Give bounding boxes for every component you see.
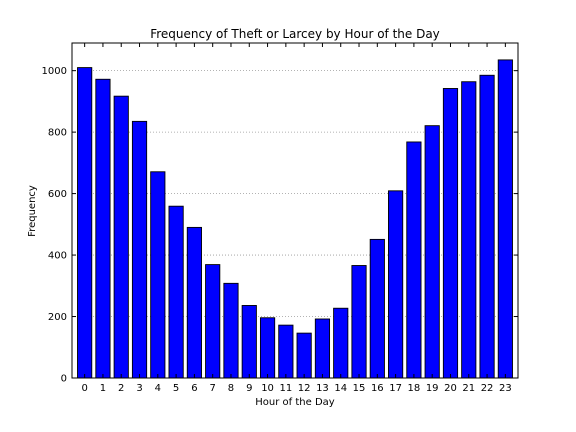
y-tick-label: 800 — [48, 128, 67, 139]
x-tick-label: 9 — [246, 383, 252, 394]
x-tick-label: 22 — [481, 383, 494, 394]
x-tick-label: 10 — [261, 383, 274, 394]
bar — [369, 238, 385, 379]
x-tick-label: 13 — [316, 383, 329, 394]
bar — [205, 264, 221, 379]
bar — [296, 332, 312, 379]
y-tick-label: 0 — [61, 374, 67, 385]
bar — [168, 205, 184, 379]
y-axis-ticks: 0 200 400 600 800 1000 — [42, 66, 518, 385]
x-axis-ticks: 0 1 2 3 4 5 6 7 8 9 10 11 12 13 14 15 16 17 18 19 20 21 22 23 — [81, 43, 512, 394]
x-axis-label: Hour of the Day — [255, 397, 335, 408]
y-axis-label: Frequency — [27, 185, 38, 237]
x-tick-label: 6 — [191, 383, 197, 394]
x-tick-label: 8 — [228, 383, 234, 394]
bar — [186, 226, 202, 379]
x-tick-label: 11 — [279, 383, 292, 394]
x-tick-label: 15 — [353, 383, 366, 394]
x-tick-label: 21 — [462, 383, 475, 394]
bar — [388, 190, 404, 379]
bar — [424, 125, 440, 379]
x-tick-label: 16 — [371, 383, 384, 394]
bar — [461, 81, 477, 379]
bar — [314, 318, 331, 379]
x-tick-label: 14 — [334, 383, 347, 394]
chart-title: Frequency of Theft or Larcey by Hour of … — [150, 27, 440, 41]
x-tick-label: 7 — [210, 383, 216, 394]
y-tick-label: 400 — [48, 251, 67, 262]
x-tick-label: 20 — [444, 383, 457, 394]
x-tick-label: 23 — [499, 383, 512, 394]
x-tick-label: 1 — [100, 383, 106, 394]
bar — [150, 171, 166, 379]
bar — [259, 317, 276, 379]
y-tick-label: 600 — [48, 189, 67, 200]
x-tick-label: 18 — [408, 383, 421, 394]
x-tick-label: 17 — [389, 383, 402, 394]
bar — [131, 120, 148, 379]
x-tick-label: 19 — [426, 383, 439, 394]
bar — [351, 265, 367, 379]
bar — [406, 141, 422, 379]
bar — [223, 282, 239, 379]
bar — [278, 324, 294, 379]
bar — [479, 74, 495, 379]
x-tick-label: 5 — [173, 383, 179, 394]
plot-area-frame — [71, 42, 519, 379]
x-tick-label: 0 — [81, 383, 87, 394]
bar — [95, 78, 111, 379]
bar — [113, 95, 129, 379]
gridlines — [72, 70, 518, 317]
x-tick-label: 2 — [118, 383, 124, 394]
bar — [241, 305, 257, 379]
y-tick-label: 200 — [48, 312, 67, 323]
bars — [77, 59, 513, 379]
x-tick-label: 4 — [155, 383, 161, 394]
bar — [497, 59, 513, 379]
bar — [442, 88, 459, 379]
bar — [333, 307, 349, 379]
bar — [77, 67, 93, 379]
x-tick-label: 12 — [298, 383, 311, 394]
y-tick-label: 1000 — [42, 66, 67, 77]
x-tick-label: 3 — [136, 383, 142, 394]
